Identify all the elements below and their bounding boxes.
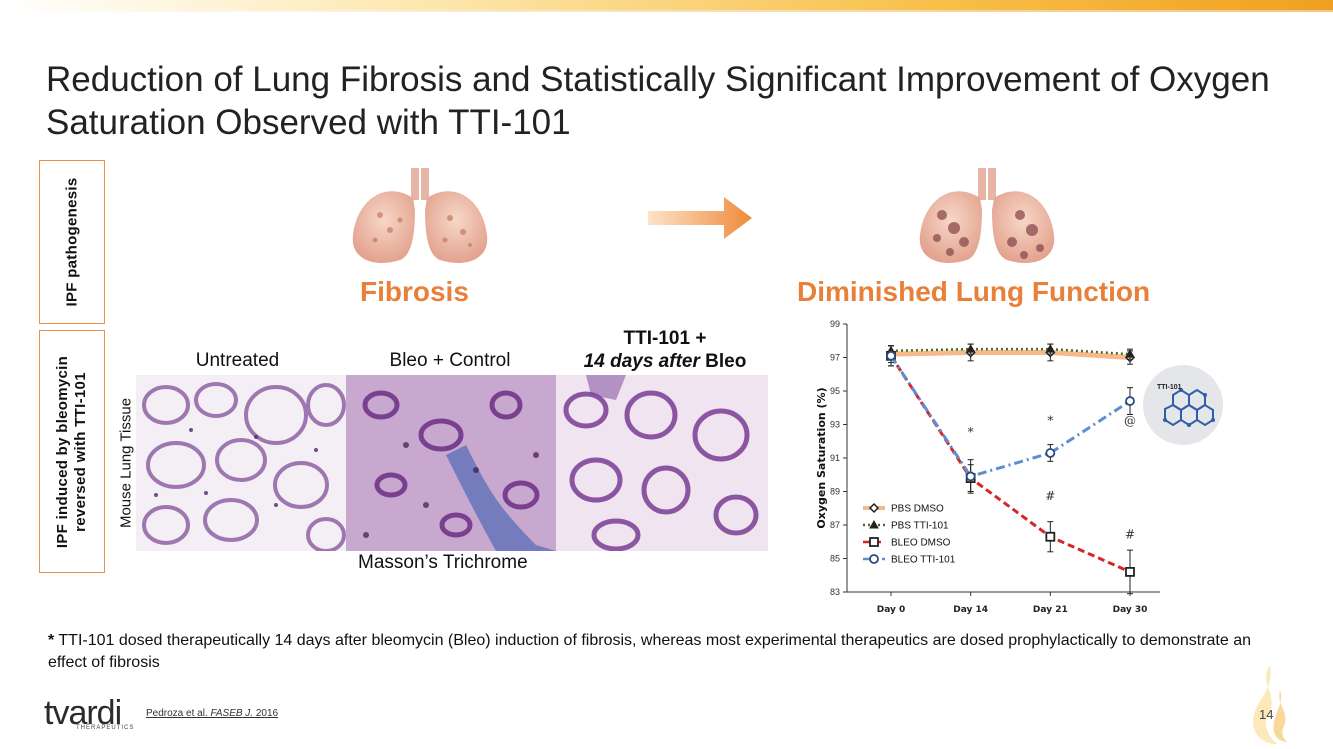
x-tick-label: Day 14: [953, 605, 988, 615]
molecule-icon: TTI-101: [1157, 384, 1215, 427]
citation-journal: FASEB J.: [210, 708, 254, 719]
citation-authors: Pedroza et al.: [146, 708, 211, 719]
annotation: *: [1047, 414, 1053, 428]
data-point: [1125, 396, 1135, 406]
legend-label: PBS DMSO: [891, 504, 944, 515]
logo-subtitle: THERAPEUTICS: [76, 725, 135, 731]
side-label-bleomycin-text: IPF induced by bleomycin reversed with T…: [54, 355, 90, 547]
label-tti-italic: 14 days after: [583, 351, 700, 372]
footnote-star: *: [48, 632, 55, 649]
arrow-right-icon: [648, 197, 752, 239]
citation-link[interactable]: Pedroza et al. FASEB J. 2016: [146, 708, 278, 719]
series-line-0: [890, 349, 1131, 360]
legend-marker: [868, 502, 880, 514]
data-point: [965, 344, 976, 353]
tti-101-molecule-badge: TTI-101: [1143, 365, 1223, 445]
logo-wordmark: tvardi: [44, 694, 122, 732]
data-point: [1045, 448, 1056, 458]
y-tick-label: 87: [830, 520, 840, 530]
y-tick-label: 99: [830, 319, 840, 329]
histology-tti-101-image: [556, 375, 768, 551]
massons-trichrome-caption: Masson’s Trichrome: [358, 552, 528, 573]
data-point: [965, 471, 976, 482]
side-label-pathogenesis-text: IPF pathogenesis: [63, 177, 80, 307]
oxygen-saturation-chart: 83 85 87 89 91 93 95 97 99 Day 0 Day 14 Day 21 Day 3…: [815, 319, 1160, 615]
y-tick-label: 89: [830, 487, 840, 497]
footnote-text: TTI-101 dosed therapeutically 14 days af…: [48, 632, 1252, 671]
fibrotic-lungs-illustration: [919, 168, 1055, 263]
footnote: * TTI-101 dosed therapeutically 14 days …: [48, 630, 1288, 674]
legend-label: BLEO TTI-101: [891, 555, 956, 566]
legend-marker: [869, 554, 879, 564]
label-bleo-control: Bleo + Control: [389, 350, 511, 371]
annotation: *: [968, 425, 974, 439]
data-point: [1125, 566, 1135, 577]
y-tick-label: 93: [830, 420, 840, 430]
data-point: [1045, 344, 1056, 353]
y-tick-label: 83: [830, 587, 840, 597]
flame-logo-mark: [1253, 665, 1288, 745]
legend-label: BLEO DMSO: [891, 538, 951, 549]
label-tti-101: TTI-101 + 14 days after Bleo: [560, 327, 770, 373]
fibrosis-heading: Fibrosis: [360, 276, 469, 307]
data-point: [886, 350, 896, 361]
x-tick-label: Day 21: [1033, 605, 1068, 615]
page-number: 14: [1259, 707, 1274, 722]
y-tick-label: 95: [830, 386, 840, 396]
legend-marker: [869, 519, 879, 529]
x-tick-label: Day 0: [877, 605, 906, 615]
annotation: #: [1045, 489, 1055, 503]
data-point: [1045, 531, 1056, 542]
histology-untreated-image: [136, 375, 346, 551]
side-label-bleomycin-line1: IPF induced by bleomycin: [54, 355, 72, 548]
legend-label: PBS TTI-101: [891, 521, 949, 532]
series-line-3: [889, 354, 1131, 479]
data-point: [1125, 349, 1135, 358]
annotation: @: [1124, 414, 1136, 428]
healthy-lungs-illustration: [352, 168, 488, 263]
side-label-bleomycin-line2: reversed with TTI-101: [72, 371, 90, 532]
top-accent-line: [0, 10, 1333, 12]
diminished-lung-function-heading: Diminished Lung Function: [797, 276, 1151, 307]
top-accent-bar: [0, 0, 1333, 10]
legend-marker: [869, 537, 879, 547]
annotation: #: [1125, 527, 1135, 541]
series-line-2: [889, 355, 1131, 574]
citation-year: 2016: [253, 708, 279, 719]
label-tti-line2: 14 days after Bleo: [560, 350, 770, 373]
x-tick-label: Day 30: [1113, 605, 1148, 615]
label-tti-rest: Bleo: [699, 351, 747, 372]
mouse-lung-tissue-text: Mouse Lung Tissue: [117, 397, 135, 528]
y-tick-label: 85: [830, 554, 840, 564]
mouse-lung-tissue-label: Mouse Lung Tissue: [116, 375, 136, 550]
y-tick-label: 97: [830, 353, 840, 363]
y-tick-label: 91: [830, 453, 840, 463]
histology-bleo-control-image: [346, 375, 556, 551]
slide-title: Reduction of Lung Fibrosis and Statistic…: [46, 60, 1270, 142]
tvardi-logo: tvardi THERAPEUTICS: [44, 694, 144, 734]
label-untreated: Untreated: [195, 350, 280, 371]
y-axis-label: Oxygen Saturation (%): [815, 387, 828, 528]
side-label-bleomycin: IPF induced by bleomycin reversed with T…: [39, 330, 105, 573]
side-label-pathogenesis: IPF pathogenesis: [39, 160, 105, 324]
tti-badge-label: TTI-101: [1157, 384, 1182, 391]
label-tti-line1: TTI-101 +: [623, 328, 707, 349]
